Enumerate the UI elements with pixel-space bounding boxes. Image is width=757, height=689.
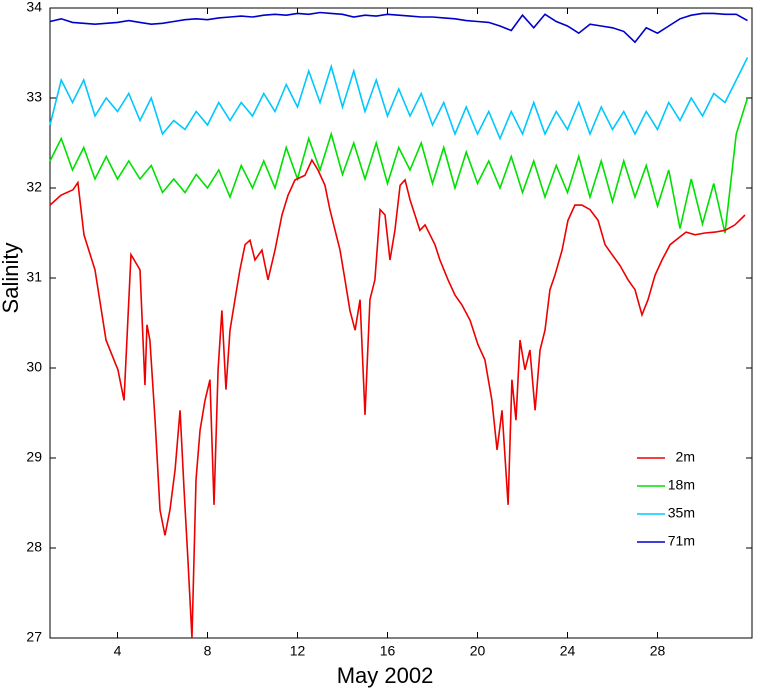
series-line [49, 57, 749, 141]
x-tick-label: 4 [114, 643, 122, 659]
legend-label: 2m [676, 449, 695, 465]
y-tick-label: 32 [26, 179, 42, 195]
y-axis-label: Salinity [0, 243, 23, 314]
x-tick-label: 20 [470, 643, 486, 659]
y-tick-label: 34 [26, 0, 42, 15]
x-tick-label: 16 [380, 643, 396, 659]
x-tick-label: 8 [204, 643, 212, 659]
x-tick-label: 12 [290, 643, 306, 659]
x-tick-label: 28 [650, 643, 666, 659]
y-tick-label: 31 [26, 269, 42, 285]
legend-label: 35m [668, 505, 695, 521]
series-line [49, 97, 749, 234]
y-tick-label: 30 [26, 359, 42, 375]
x-tick-label: 24 [560, 643, 576, 659]
x-axis-label: May 2002 [337, 663, 434, 688]
legend-label: 18m [668, 477, 695, 493]
legend-label: 71m [668, 533, 695, 549]
y-tick-label: 28 [26, 539, 42, 555]
y-tick-label: 33 [26, 89, 42, 105]
plot-frame [49, 7, 753, 639]
series-line [49, 11, 748, 44]
y-tick-label: 27 [26, 629, 42, 645]
series-line [49, 158, 746, 639]
y-tick-label: 29 [26, 449, 42, 465]
